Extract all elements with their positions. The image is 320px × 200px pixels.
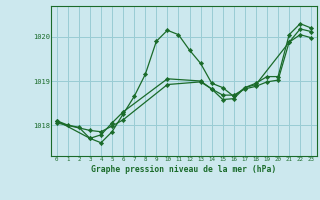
X-axis label: Graphe pression niveau de la mer (hPa): Graphe pression niveau de la mer (hPa) <box>92 165 276 174</box>
